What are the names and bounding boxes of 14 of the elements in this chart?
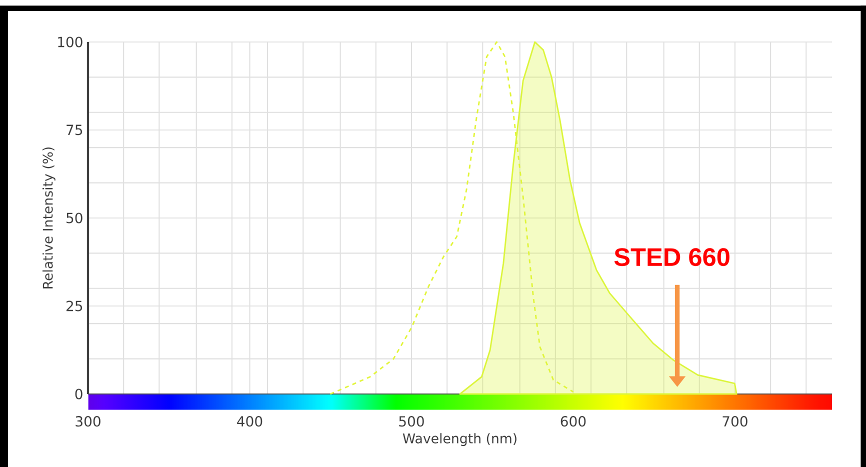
y-tick-label: 50	[66, 212, 82, 224]
x-tick-label: 500	[399, 416, 424, 427]
y-tick-label: 25	[66, 300, 82, 312]
x-tick-label: 400	[237, 416, 262, 427]
line-series	[330, 41, 574, 395]
x-axis-title: Wavelength (nm)	[402, 433, 516, 446]
y-axis-title: Relative Intensity (%)	[42, 147, 56, 288]
y-tick-label: 75	[66, 124, 82, 136]
x-tick-label: 700	[722, 416, 748, 427]
x-tick-label: 600	[560, 416, 586, 427]
y-tick-label: 100	[58, 36, 82, 48]
y-tick-label: 0	[75, 388, 82, 400]
annotation: STED 660	[614, 248, 730, 266]
x-tick-label: 300	[76, 416, 100, 427]
